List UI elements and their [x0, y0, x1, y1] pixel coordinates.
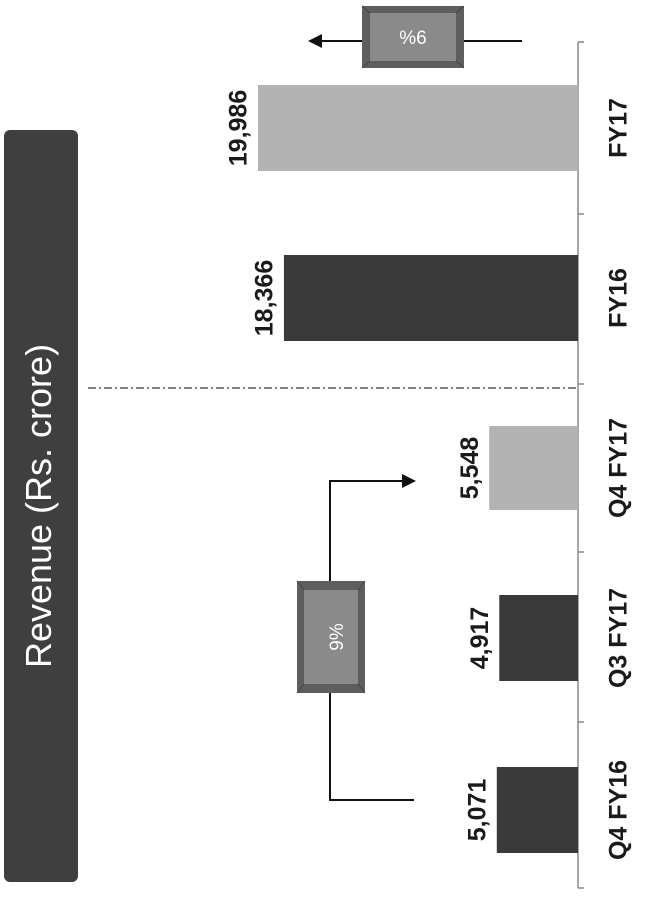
bar-fy16	[283, 255, 578, 341]
title-banner	[4, 130, 78, 882]
bar-q4-fy17	[489, 426, 578, 510]
bar-q4-fy16	[496, 767, 578, 853]
fy-growth-label: %6	[399, 28, 426, 49]
value-label: 5,071	[463, 779, 491, 842]
category-label: Q3 FY17	[605, 588, 633, 688]
quarter-growth-badge: 9%	[296, 580, 366, 694]
fy-growth-arrowhead	[308, 34, 322, 48]
category-label: Q4 FY17	[605, 418, 633, 518]
chart-title: Revenue (Rs. crore)	[18, 344, 59, 668]
category-label: Q4 FY16	[605, 760, 633, 860]
quarter-growth-label: 9%	[327, 623, 348, 651]
value-label: 4,917	[466, 607, 494, 670]
quarter-growth-arrowhead	[402, 474, 416, 488]
value-label: 18,366	[251, 260, 279, 336]
category-label: FY16	[605, 268, 633, 328]
category-label: FY17	[605, 98, 633, 158]
fy-growth-badge: %6	[361, 5, 465, 69]
bar-fy17	[258, 85, 578, 171]
value-label: 19,986	[225, 90, 253, 166]
value-label: 5,548	[456, 437, 484, 500]
bar-q3-fy17	[499, 595, 578, 681]
